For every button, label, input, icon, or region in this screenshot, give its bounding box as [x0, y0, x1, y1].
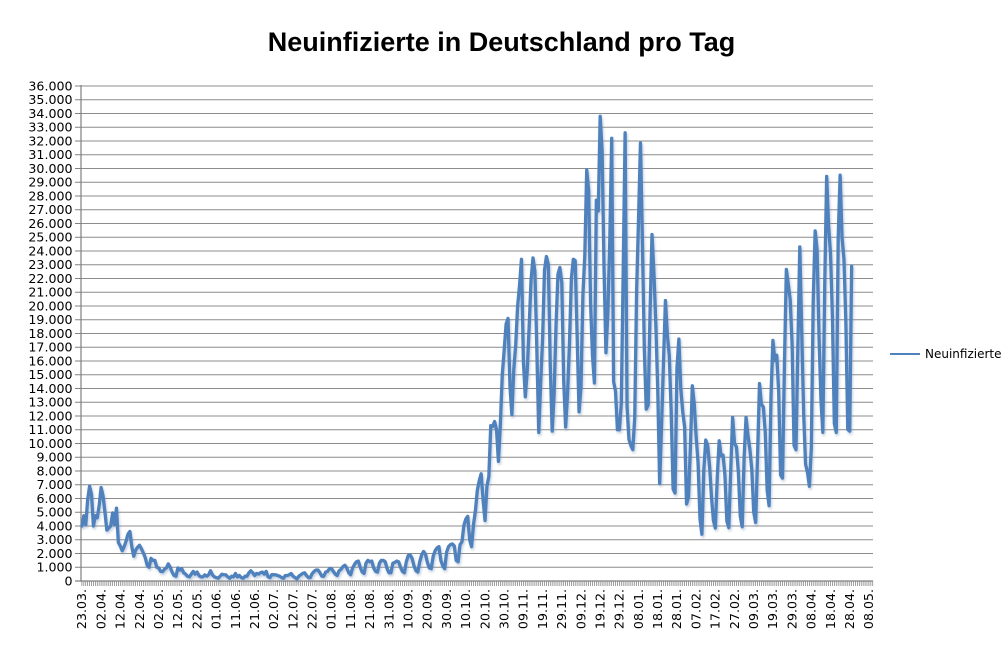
gridlines: [81, 85, 873, 568]
svg-text:28.04.: 28.04.: [842, 589, 857, 629]
svg-text:6.000: 6.000: [36, 491, 72, 506]
svg-text:28.01.: 28.01.: [669, 589, 684, 629]
svg-text:02.04.: 02.04.: [93, 589, 108, 629]
svg-text:23.000: 23.000: [28, 257, 72, 272]
svg-text:18.01.: 18.01.: [650, 589, 665, 629]
svg-text:07.02.: 07.02.: [688, 589, 703, 629]
svg-text:08.04.: 08.04.: [804, 589, 819, 629]
svg-text:9.000: 9.000: [36, 450, 72, 465]
svg-text:24.000: 24.000: [28, 243, 72, 258]
svg-text:26.000: 26.000: [28, 216, 72, 231]
svg-text:22.07.: 22.07.: [305, 589, 320, 629]
svg-text:19.11.: 19.11.: [535, 589, 550, 629]
svg-text:21.08.: 21.08.: [362, 589, 377, 629]
svg-text:3.000: 3.000: [36, 532, 72, 547]
svg-text:02.07.: 02.07.: [266, 589, 281, 629]
svg-text:5.000: 5.000: [36, 505, 72, 520]
svg-text:25.000: 25.000: [28, 230, 72, 245]
svg-text:20.000: 20.000: [28, 298, 72, 313]
svg-text:8.000: 8.000: [36, 463, 72, 478]
svg-text:17.02.: 17.02.: [708, 589, 723, 629]
svg-text:34.000: 34.000: [28, 106, 72, 121]
svg-text:10.10.: 10.10.: [458, 589, 473, 629]
legend-label: Neuinfizierte: [925, 347, 1002, 361]
svg-text:21.000: 21.000: [28, 285, 72, 300]
svg-text:19.000: 19.000: [28, 312, 72, 327]
svg-text:19.12.: 19.12.: [592, 589, 607, 629]
svg-text:20.10.: 20.10.: [477, 589, 492, 629]
svg-text:31.000: 31.000: [28, 147, 72, 162]
svg-text:1.000: 1.000: [36, 560, 72, 575]
svg-text:13.000: 13.000: [28, 395, 72, 410]
svg-text:12.04.: 12.04.: [113, 589, 128, 629]
svg-text:29.12.: 29.12.: [612, 589, 627, 629]
svg-text:10.000: 10.000: [28, 436, 72, 451]
svg-text:30.09.: 30.09.: [439, 589, 454, 629]
svg-text:32.000: 32.000: [28, 133, 72, 148]
svg-text:12.000: 12.000: [28, 408, 72, 423]
svg-text:02.05.: 02.05.: [151, 589, 166, 629]
svg-text:09.03.: 09.03.: [746, 589, 761, 629]
svg-text:4.000: 4.000: [36, 518, 72, 533]
svg-text:12.05.: 12.05.: [170, 589, 185, 629]
svg-text:11.06.: 11.06.: [228, 589, 243, 629]
y-axis-tick-labels: 01.0002.0003.0004.0005.0006.0007.0008.00…: [28, 78, 72, 588]
svg-text:0: 0: [64, 573, 72, 588]
svg-text:10.09.: 10.09.: [401, 589, 416, 629]
svg-text:23.03.: 23.03.: [74, 589, 89, 629]
svg-text:27.02.: 27.02.: [727, 589, 742, 629]
svg-text:18.000: 18.000: [28, 326, 72, 341]
svg-text:14.000: 14.000: [28, 381, 72, 396]
svg-text:19.03.: 19.03.: [765, 589, 780, 629]
svg-text:01.06.: 01.06.: [209, 589, 224, 629]
svg-text:15.000: 15.000: [28, 367, 72, 382]
svg-text:36.000: 36.000: [28, 78, 72, 93]
svg-text:22.000: 22.000: [28, 271, 72, 286]
svg-text:09.11.: 09.11.: [516, 589, 531, 629]
svg-text:21.06.: 21.06.: [247, 589, 262, 629]
svg-text:12.07.: 12.07.: [285, 589, 300, 629]
axes: [75, 85, 874, 586]
svg-text:35.000: 35.000: [28, 92, 72, 107]
svg-text:30.10.: 30.10.: [496, 589, 511, 629]
svg-text:29.000: 29.000: [28, 175, 72, 190]
svg-text:29.03.: 29.03.: [784, 589, 799, 629]
svg-text:7.000: 7.000: [36, 477, 72, 492]
svg-text:08.01.: 08.01.: [631, 589, 646, 629]
svg-text:11.000: 11.000: [28, 422, 72, 437]
svg-text:20.09.: 20.09.: [420, 589, 435, 629]
svg-text:01.08.: 01.08.: [324, 589, 339, 629]
svg-text:2.000: 2.000: [36, 546, 72, 561]
svg-text:08.05.: 08.05.: [861, 589, 876, 629]
svg-text:30.000: 30.000: [28, 161, 72, 176]
svg-text:11.08.: 11.08.: [343, 589, 358, 629]
svg-text:33.000: 33.000: [28, 120, 72, 135]
svg-text:17.000: 17.000: [28, 340, 72, 355]
svg-text:31.08.: 31.08.: [381, 589, 396, 629]
chart-title: Neuinfizierte in Deutschland pro Tag: [267, 27, 736, 57]
legend-line-sample: [890, 353, 920, 355]
svg-text:09.12.: 09.12.: [573, 589, 588, 629]
series-line-neuinfizierte: [80, 114, 854, 581]
svg-text:16.000: 16.000: [28, 353, 72, 368]
svg-text:27.000: 27.000: [28, 202, 72, 217]
svg-text:28.000: 28.000: [28, 188, 72, 203]
x-axis-tick-labels: 23.03. 02.04. 12.04. 22.04. 02.05. 12.05. 22.0…: [74, 589, 876, 629]
svg-text:29.11.: 29.11.: [554, 589, 569, 629]
svg-text:22.04.: 22.04.: [132, 589, 147, 629]
svg-text:22.05.: 22.05.: [189, 589, 204, 629]
svg-text:18.04.: 18.04.: [823, 589, 838, 629]
legend: Neuinfizierte: [890, 347, 1002, 361]
